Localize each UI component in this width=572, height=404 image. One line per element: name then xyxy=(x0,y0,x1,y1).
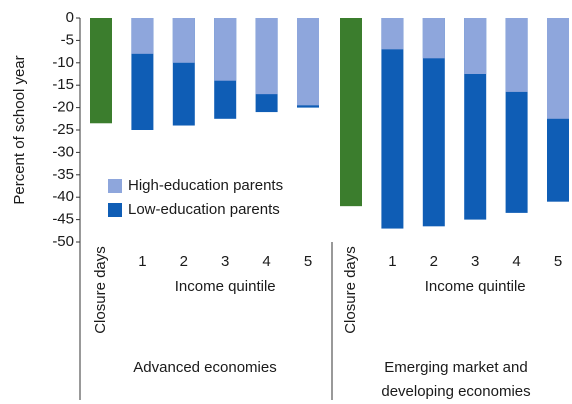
bar xyxy=(297,18,319,106)
bar xyxy=(255,18,278,95)
y-tick-label: -40 xyxy=(52,188,74,205)
y-tick-label: -15 xyxy=(52,76,74,93)
bar xyxy=(131,18,154,54)
x-tick-label: 2 xyxy=(180,253,188,270)
y-tick-label: -35 xyxy=(52,166,74,183)
bar xyxy=(90,18,112,124)
bar xyxy=(381,18,404,50)
bar xyxy=(464,18,487,74)
y-tick-label: -45 xyxy=(52,211,74,228)
y-axis-label: Percent of school year xyxy=(11,55,28,204)
group-label: Advanced economies xyxy=(133,359,277,376)
bar xyxy=(505,18,528,92)
x-tick-label: 5 xyxy=(304,253,312,270)
legend-label: Low-education parents xyxy=(128,201,280,218)
x-tick-label: 1 xyxy=(138,253,146,270)
group-label: Emerging market and developing economies xyxy=(381,359,531,400)
y-tick-label: -30 xyxy=(52,143,74,160)
closure-label: Closure days xyxy=(92,246,109,334)
bar xyxy=(547,18,569,119)
x-axis-label: Income quintile xyxy=(175,278,276,295)
bar xyxy=(340,18,362,207)
bar xyxy=(422,18,445,59)
x-tick-label: 2 xyxy=(430,253,438,270)
legend-swatch xyxy=(108,203,122,217)
x-tick-label: 4 xyxy=(262,253,270,270)
y-tick-label: -20 xyxy=(52,99,74,116)
x-tick-label: 3 xyxy=(471,253,479,270)
bar xyxy=(422,18,445,227)
x-tick-label: 4 xyxy=(512,253,520,270)
legend-label: High-education parents xyxy=(128,177,283,194)
closure-label: Closure days xyxy=(342,246,359,334)
y-tick-label: -10 xyxy=(52,54,74,71)
legend-swatch xyxy=(108,179,122,193)
y-tick-label: -50 xyxy=(52,233,74,250)
y-tick-label: 0 xyxy=(66,9,74,26)
bar xyxy=(381,18,404,229)
y-tick-label: -5 xyxy=(61,31,74,48)
x-tick-label: 5 xyxy=(554,253,562,270)
bar xyxy=(172,18,195,63)
y-tick-label: -25 xyxy=(52,121,74,138)
x-tick-label: 1 xyxy=(388,253,396,270)
bar xyxy=(214,18,237,81)
x-axis-label: Income quintile xyxy=(425,278,526,295)
x-tick-label: 3 xyxy=(221,253,229,270)
